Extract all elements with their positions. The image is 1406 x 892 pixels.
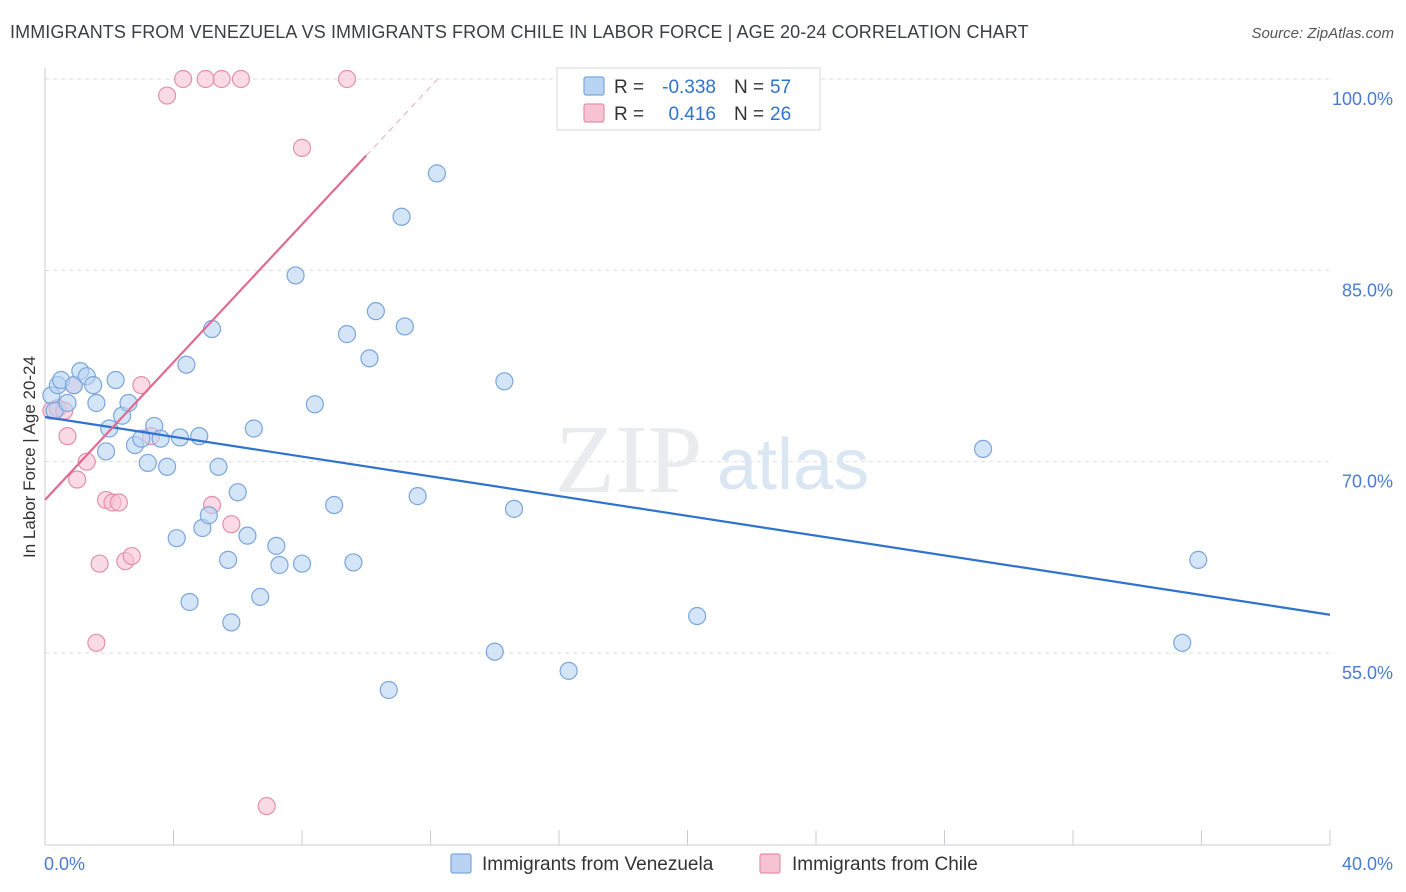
chart-title: IMMIGRANTS FROM VENEZUELA VS IMMIGRANTS … [10,22,1029,42]
venezuela-point [559,661,578,680]
venezuela-point [337,325,357,344]
y-tick-label: 100.0% [1332,89,1393,109]
stats-r-value-chile: 0.416 [668,104,716,125]
stats-r-label-chile: R = [614,104,644,125]
chile-point [90,554,109,573]
venezuela-point [202,319,222,339]
chile-point [58,427,77,446]
y-axis-label: In Labor Force | Age 20-24 [20,356,39,558]
chile-trend-extension [365,76,441,156]
chile-point [222,515,241,534]
stats-n-value-venezuela: 57 [770,77,791,98]
legend-swatch-chile[interactable] [759,853,781,874]
venezuela-point [244,419,263,438]
venezuela-point [379,680,398,700]
watermark: ZIP atlas [555,406,869,514]
venezuela-point [325,495,344,515]
venezuela-trend-line [44,415,1331,616]
axis-layer: 55.0% 70.0% 85.0% 100.0% 0.0% 40.0% [44,68,1393,874]
venezuela-point [344,553,363,572]
chile-point [68,470,87,489]
chile-point [337,69,357,89]
venezuela-point [485,642,504,661]
legend-swatch-venezuela[interactable] [450,853,472,874]
venezuela-point [270,555,289,575]
venezuela-point [219,550,238,569]
venezuela-point [366,302,385,321]
venezuela-point [238,526,257,545]
venezuela-point [360,349,379,368]
venezuela-point [1173,633,1192,652]
stats-swatch-chile [583,103,605,123]
venezuela-point [688,606,707,626]
venezuela-point [427,164,447,183]
venezuela-point [395,317,414,336]
venezuela-point [305,395,324,414]
trend-layer [44,76,1331,616]
venezuela-point [199,506,218,525]
venezuela-point [132,429,151,448]
venezuela-point [286,266,305,285]
chile-point [231,69,251,89]
chile-point [122,546,141,566]
chile-point [292,138,312,157]
venezuela-point [87,393,106,413]
venezuela-point [408,487,427,506]
legend-label-chile[interactable]: Immigrants from Chile [792,854,978,875]
venezuela-point [151,429,170,448]
venezuela-point [167,529,186,548]
venezuela-point [292,554,312,573]
chile-point [174,69,193,89]
stats-n-value-chile: 26 [770,104,791,125]
venezuela-point [177,355,196,374]
venezuela-point [96,442,116,461]
venezuela-point [58,393,77,413]
stats-legend: R = -0.338 N = 57 R = 0.416 N = 26 [556,67,821,131]
chile-point [87,633,106,652]
x-tick-label-min: 0.0% [44,854,85,874]
chile-point [257,796,276,816]
source-label: Source: ZipAtlas.com [1251,25,1394,42]
venezuela-point [251,587,270,606]
y-tick-label: 55.0% [1342,663,1393,683]
chile-point [77,452,96,471]
chile-trend-line [44,154,368,501]
venezuela-point [138,453,157,473]
venezuela-point [209,457,228,476]
venezuela-point [228,483,247,502]
venezuela-point [392,207,411,226]
chile-point [212,69,231,89]
chile-point [132,376,151,395]
stats-swatch-venezuela [583,76,605,96]
y-tick-label: 70.0% [1342,472,1393,492]
venezuela-point [106,370,125,390]
x-tick-label-max: 40.0% [1342,854,1393,874]
venezuela-point [157,457,177,476]
stats-r-label-venezuela: R = [614,77,644,98]
stats-n-label-venezuela: N = [734,77,764,98]
venezuela-point [973,439,993,459]
series-legend: Immigrants from Venezuela Immigrants fro… [450,853,978,875]
grid-layer [45,78,1330,654]
venezuela-point [267,536,286,555]
chile-point [157,86,177,105]
stats-r-value-venezuela: -0.338 [662,77,716,98]
venezuela-point [495,372,514,391]
venezuela-point [84,376,103,395]
legend-label-venezuela[interactable]: Immigrants from Venezuela [482,854,714,875]
venezuela-point [1189,550,1208,569]
venezuela-point [180,592,199,612]
chile-point [109,493,128,512]
watermark-zip: ZIP [555,406,702,514]
stats-n-label-chile: N = [734,104,764,125]
chile-point [196,69,215,89]
point-layer [42,69,1208,816]
y-tick-label: 85.0% [1342,280,1393,300]
watermark-atlas: atlas [717,425,869,505]
venezuela-point [504,499,524,518]
venezuela-point [222,613,241,632]
